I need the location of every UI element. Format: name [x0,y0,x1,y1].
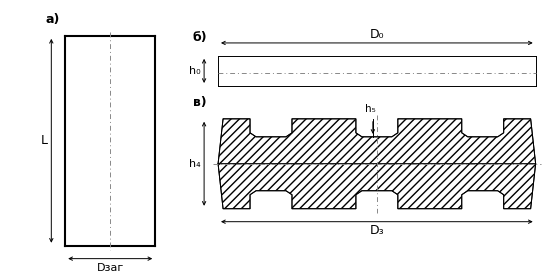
Text: Dзаг: Dзаг [96,262,124,273]
Polygon shape [218,119,536,164]
Text: L: L [41,134,48,147]
Text: а): а) [46,13,60,27]
Text: h₀: h₀ [190,66,201,76]
Text: h₅: h₅ [365,104,376,114]
Text: D₃: D₃ [370,224,384,237]
Polygon shape [218,164,536,209]
Text: D₀: D₀ [370,28,384,41]
Text: в): в) [193,96,207,109]
Text: б): б) [193,32,207,44]
Text: h₄: h₄ [190,159,201,169]
